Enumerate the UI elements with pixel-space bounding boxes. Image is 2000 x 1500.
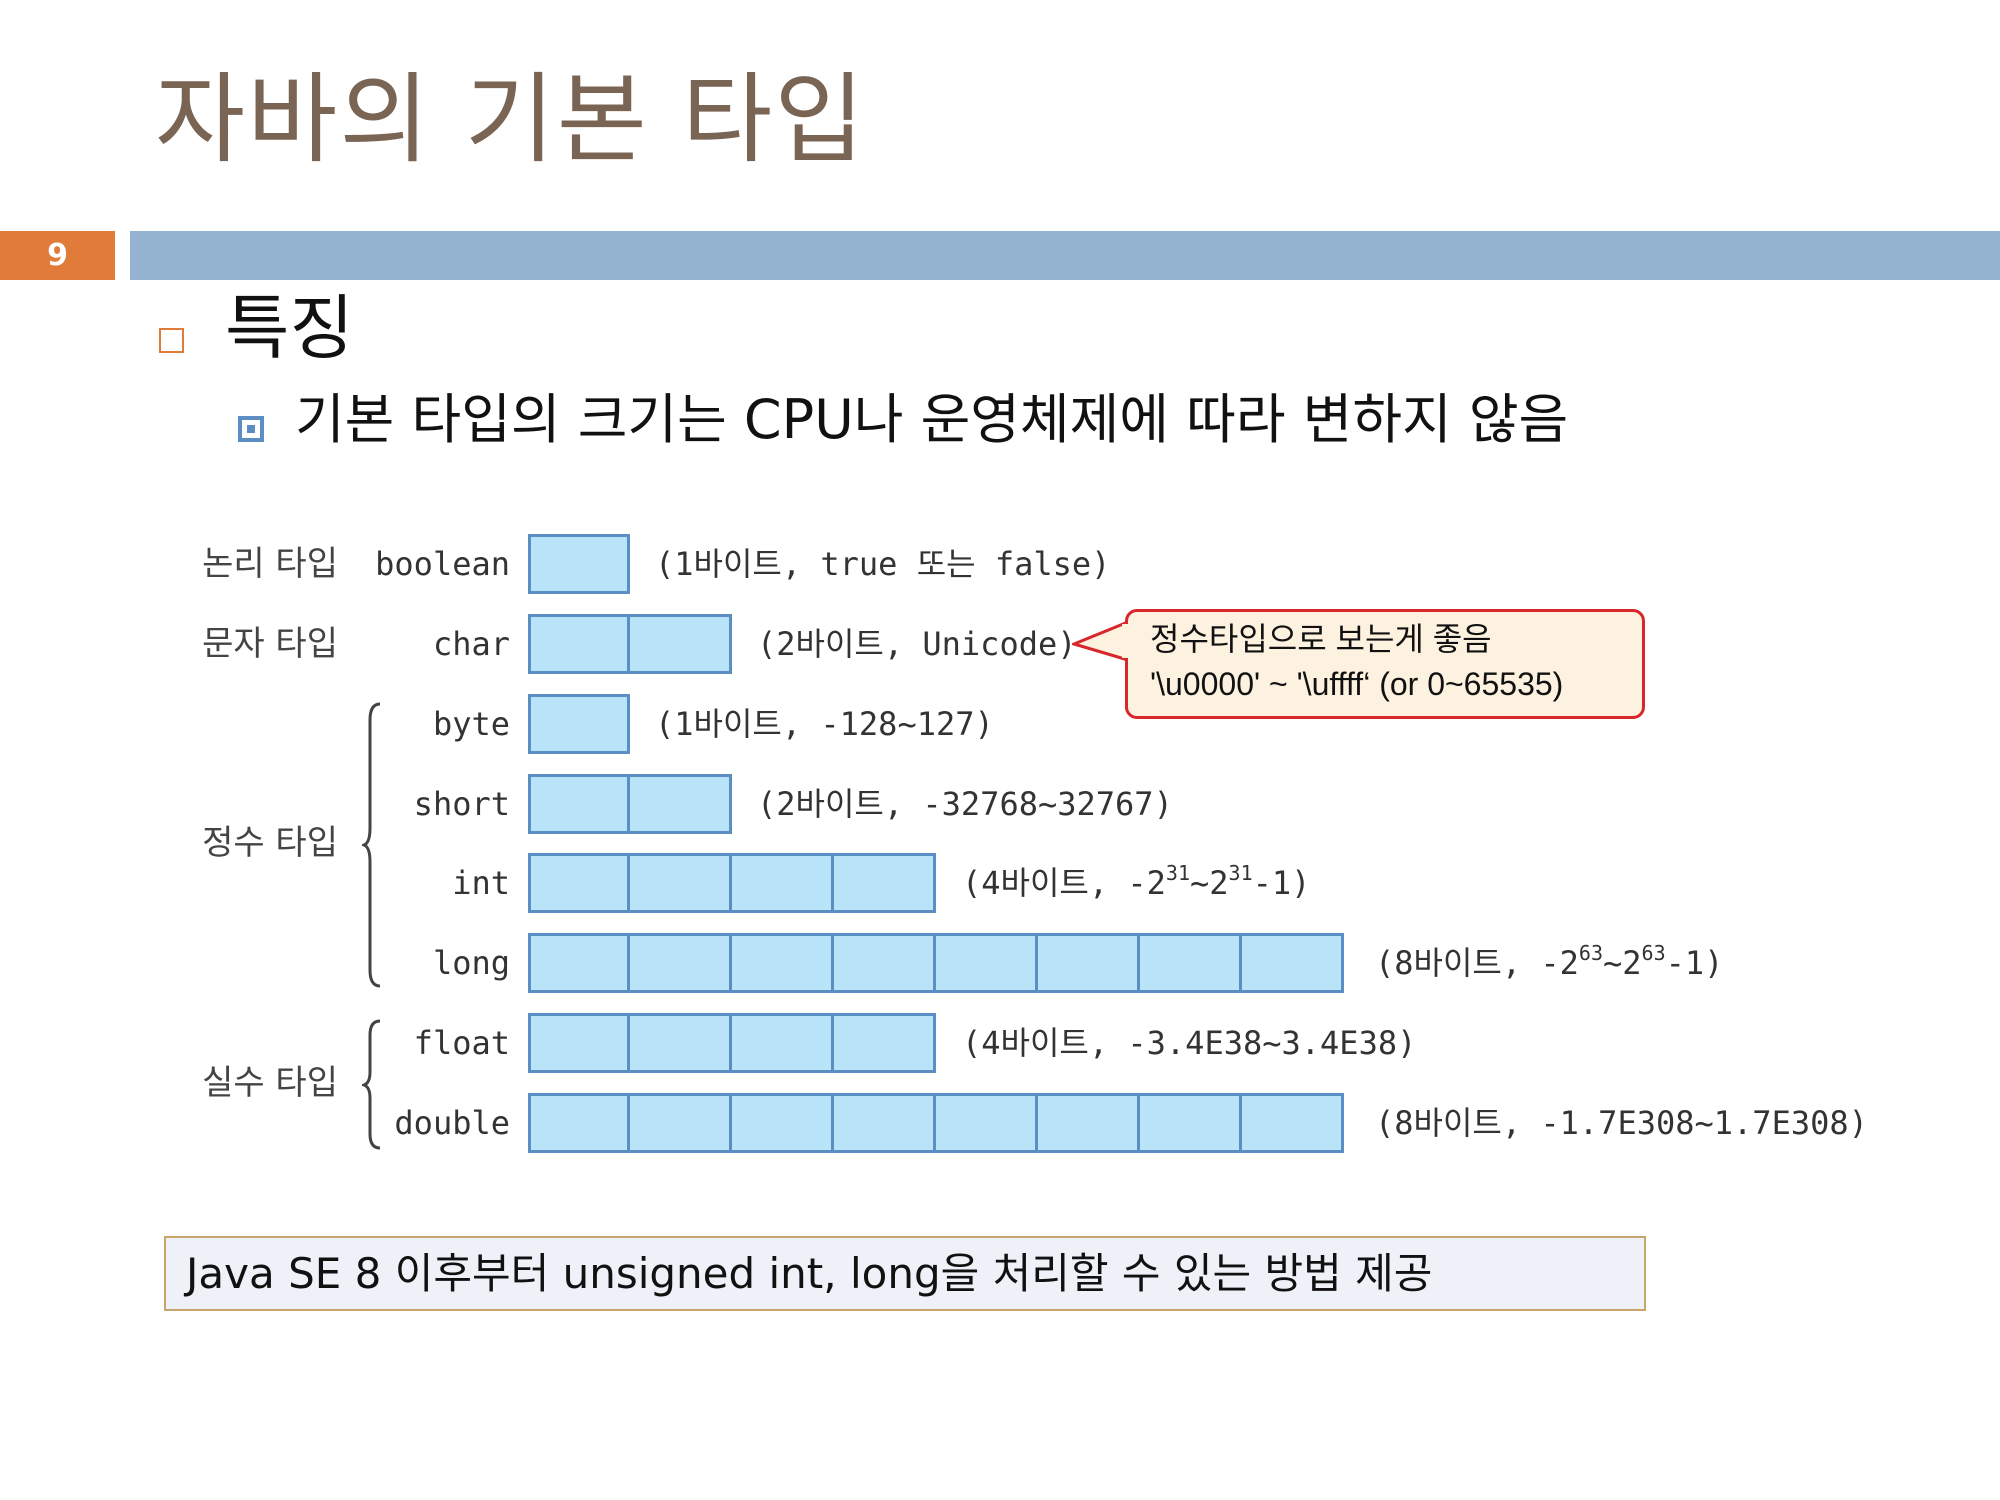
type-desc-short: (2바이트, -32768~32767)	[757, 785, 1173, 823]
byte-cells-short	[528, 774, 732, 834]
byte-cell	[630, 774, 732, 834]
byte-cell	[1038, 933, 1140, 993]
byte-cell	[936, 933, 1038, 993]
callout-box	[1125, 609, 1645, 719]
category-integer: 정수 타입	[202, 823, 338, 863]
byte-cell	[528, 614, 630, 674]
byte-cell	[1038, 1093, 1140, 1153]
type-name-float: float	[413, 1024, 510, 1062]
byte-cell	[834, 933, 936, 993]
callout-text-line1: 정수타입으로 보는게 좋음	[1150, 621, 1492, 657]
byte-cell	[528, 933, 630, 993]
byte-cells-byte	[528, 694, 630, 754]
type-desc-boolean: (1바이트, true 또는 false)	[655, 545, 1111, 583]
byte-cells-float	[528, 1013, 936, 1073]
type-desc-float: (4바이트, -3.4E38~3.4E38)	[962, 1024, 1417, 1062]
byte-cell	[528, 774, 630, 834]
type-desc-char: (2바이트, Unicode)	[757, 625, 1077, 663]
byte-cell	[834, 1093, 936, 1153]
type-desc-int: (4바이트, -231~231-1)	[962, 861, 1311, 902]
byte-cell	[732, 1013, 834, 1073]
byte-cell	[630, 614, 732, 674]
page-number: 9	[0, 231, 115, 280]
slide-title: 자바의 기본 타입	[155, 63, 867, 177]
byte-cell	[1140, 1093, 1242, 1153]
byte-cells-char	[528, 614, 732, 674]
byte-cell	[630, 1093, 732, 1153]
byte-cell	[630, 1013, 732, 1073]
category-logical: 논리 타입	[202, 544, 338, 584]
byte-cell	[528, 534, 630, 594]
type-desc-double: (8바이트, -1.7E308~1.7E308)	[1375, 1104, 1868, 1142]
byte-cell	[732, 1093, 834, 1153]
byte-cell	[630, 853, 732, 913]
byte-cell	[834, 1013, 936, 1073]
real-brace	[362, 1019, 381, 1150]
type-name-byte: byte	[432, 705, 510, 743]
bullet-level2: 기본 타입의 크기는 CPU나 운영체제에 따라 변하지 않음	[295, 388, 1569, 451]
byte-cell	[630, 933, 732, 993]
byte-cell	[834, 853, 936, 913]
hollow-square-bullet-icon	[159, 328, 184, 353]
category-char: 문자 타입	[202, 624, 338, 664]
integer-brace	[362, 702, 381, 988]
type-name-boolean: boolean	[375, 545, 510, 583]
byte-cell	[732, 933, 834, 993]
byte-cell	[528, 1013, 630, 1073]
byte-cell	[1242, 933, 1344, 993]
byte-cells-boolean	[528, 534, 630, 594]
type-name-short: short	[413, 785, 510, 823]
byte-cell	[528, 694, 630, 754]
callout-pointer	[1072, 620, 1129, 662]
type-desc-byte: (1바이트, -128~127)	[655, 705, 994, 743]
byte-cell	[732, 853, 834, 913]
byte-cell	[936, 1093, 1038, 1153]
header-bar	[130, 231, 2000, 280]
type-desc-long: (8바이트, -263~263-1)	[1375, 941, 1724, 982]
callout-pointer-cover	[1122, 624, 1132, 658]
filled-square-bullet-icon	[238, 416, 264, 442]
byte-cell	[528, 1093, 630, 1153]
type-name-long: long	[432, 944, 510, 982]
byte-cells-int	[528, 853, 936, 913]
java8-note: Java SE 8 이후부터 unsigned int, long을 처리할 수…	[164, 1236, 1646, 1311]
type-name-double: double	[394, 1104, 510, 1142]
byte-cells-long	[528, 933, 1344, 993]
byte-cells-double	[528, 1093, 1344, 1153]
byte-cell	[528, 853, 630, 913]
bullet-level1: 특징	[225, 287, 354, 369]
type-name-int: int	[452, 864, 510, 902]
type-name-char: char	[432, 625, 510, 663]
byte-cell	[1140, 933, 1242, 993]
category-real: 실수 타입	[202, 1063, 338, 1103]
byte-cell	[1242, 1093, 1344, 1153]
callout-text-line2: '\u0000' ~ '\uffff‘ (or 0~65535)	[1150, 666, 1564, 702]
